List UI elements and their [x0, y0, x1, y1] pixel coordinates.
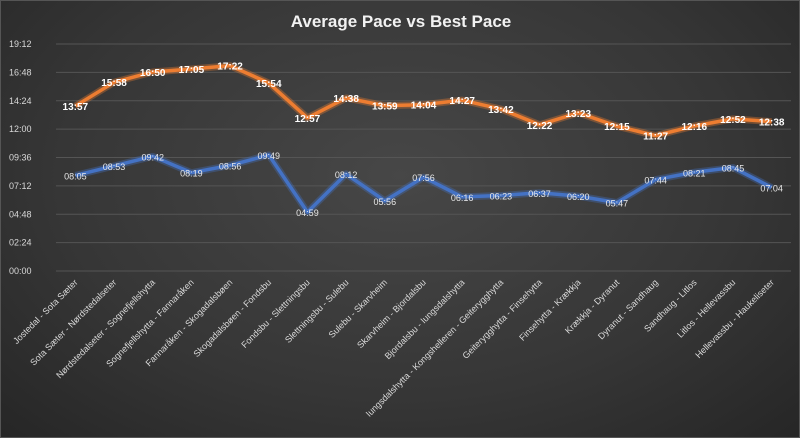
y-tick-label: 02:24 — [9, 238, 32, 248]
x-category-label: Jostedal - Sota Sæter — [11, 277, 80, 346]
data-label: 13:42 — [488, 105, 514, 116]
data-label: 13:57 — [63, 102, 89, 113]
x-category-label: Skogadalsbøen - Fondsbu — [191, 277, 273, 359]
data-label: 09:42 — [141, 152, 164, 162]
data-label: 04:59 — [296, 208, 319, 218]
data-label: 16:50 — [140, 68, 166, 79]
x-category-label: Skarvheim - Bjordalsbu — [355, 277, 428, 350]
x-category-label: Bjordalsbu - Iungsdalshytta — [383, 277, 467, 361]
data-label: 14:38 — [333, 94, 359, 105]
data-label: 08:53 — [103, 162, 126, 172]
data-label: 08:45 — [722, 164, 745, 174]
y-tick-label: 14:24 — [9, 96, 32, 106]
data-label: 12:38 — [759, 118, 785, 129]
series-glow — [74, 151, 774, 216]
data-label: 12:57 — [295, 114, 321, 125]
data-label: 05:47 — [606, 199, 629, 209]
data-label: 12:16 — [682, 122, 708, 133]
data-label: 17:22 — [217, 62, 243, 73]
x-category-label: Slettningsbu - Sulebu — [283, 277, 351, 345]
data-label: 15:58 — [101, 78, 127, 89]
data-label: 07:04 — [760, 183, 783, 193]
x-category-label: Geiterygghytta - Finsehytta — [460, 277, 543, 360]
y-tick-label: 19:12 — [9, 39, 32, 49]
data-label: 12:22 — [527, 121, 553, 132]
average-pace-line — [74, 63, 772, 138]
data-label: 08:56 — [219, 161, 242, 171]
data-label: 15:54 — [256, 79, 282, 90]
data-label: 14:27 — [449, 96, 475, 107]
y-tick-label: 07:12 — [9, 181, 32, 191]
data-label: 13:59 — [372, 102, 398, 113]
data-label: 08:19 — [180, 169, 203, 179]
data-label: 06:16 — [451, 193, 474, 203]
data-label: 12:15 — [604, 122, 630, 133]
data-label: 08:21 — [683, 168, 706, 178]
data-label: 14:04 — [411, 101, 437, 112]
x-category-label: Hellevassbu - Haukeliseter — [693, 277, 776, 360]
data-label: 07:44 — [644, 176, 667, 186]
x-category-label: Iungsdalshytta - Kongshelleren - Geitery… — [364, 277, 505, 418]
y-tick-label: 16:48 — [9, 67, 32, 77]
data-label: 07:56 — [412, 173, 435, 183]
data-label: 17:05 — [179, 65, 205, 76]
data-label: 13:23 — [565, 109, 591, 120]
y-tick-label: 12:00 — [9, 124, 32, 134]
data-label: 08:05 — [64, 171, 87, 181]
y-tick-label: 00:00 — [9, 266, 32, 276]
chart-title: Average Pace vs Best Pace — [291, 12, 512, 31]
best-pace-line — [74, 153, 773, 214]
y-tick-label: 09:36 — [9, 153, 32, 163]
data-label: 05:56 — [374, 197, 397, 207]
data-label: 06:37 — [528, 189, 551, 199]
y-tick-label: 04:48 — [9, 209, 32, 219]
data-label: 06:20 — [567, 192, 590, 202]
data-label: 09:49 — [257, 151, 280, 161]
data-label: 06:23 — [490, 192, 513, 202]
data-label: 08:12 — [335, 170, 358, 180]
x-category-label: Fondsbu - Slettningsbu — [239, 277, 312, 350]
data-label: 11:27 — [643, 132, 668, 143]
data-label: 12:52 — [720, 115, 746, 126]
